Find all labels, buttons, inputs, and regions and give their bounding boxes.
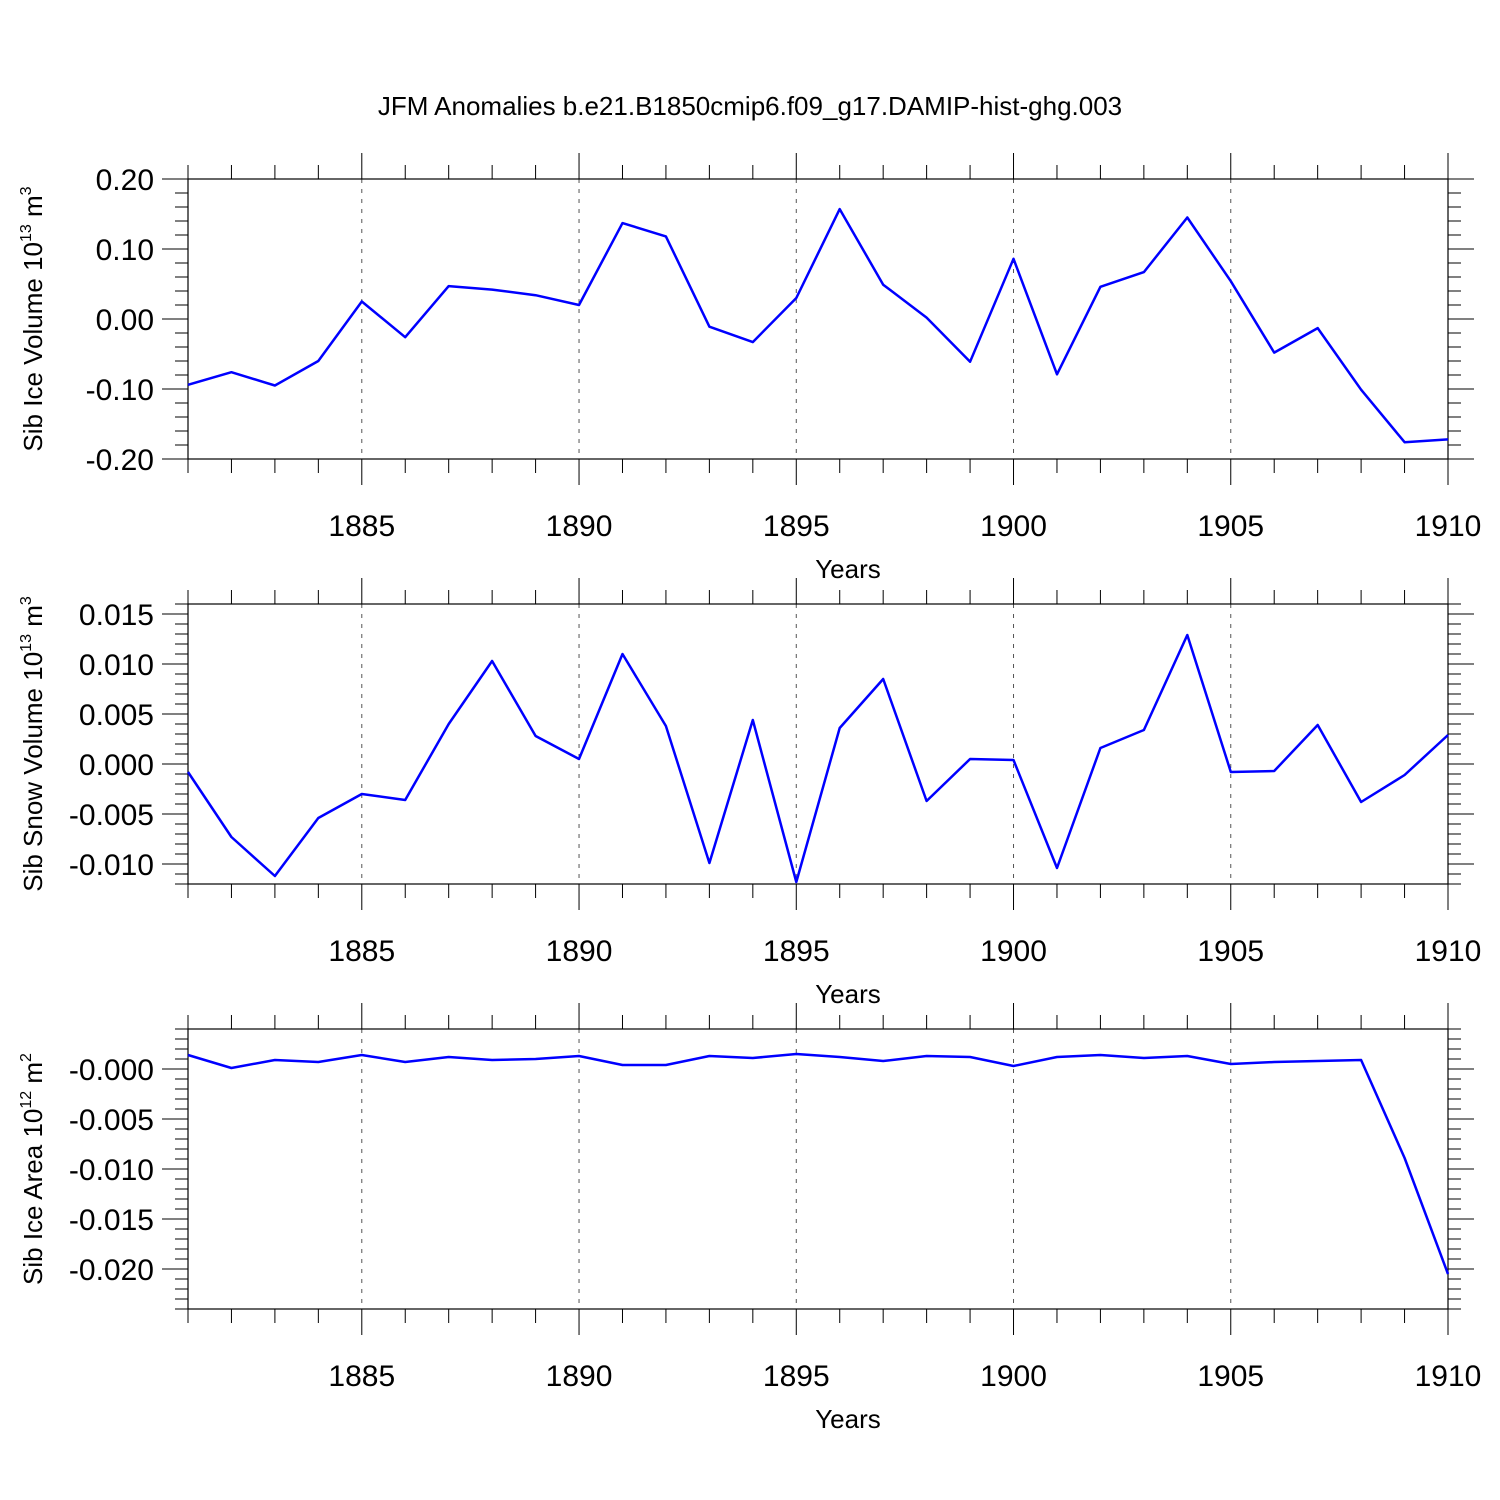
panel-snow-volume: 0.015 0.010 0.005 0.000 -0.005 -0.010 1885 1890… (18, 578, 1481, 1009)
y-axis-title: Sib Ice Volume 1013 m3 (18, 186, 48, 451)
y-tick-label: 0.00 (96, 304, 154, 337)
y-axis-title: Sib Ice Area 1012 m2 (18, 1053, 48, 1285)
x-tick-label: 1885 (328, 935, 395, 968)
y-tick-label: -0.20 (86, 444, 154, 477)
chart-panels: 0.20 0.10 0.00 -0.10 -0.20 1885 1890 1895 1900 19… (18, 153, 1481, 1434)
series-line-ice-volume (187, 207, 1449, 444)
y-axis-title-exponent: 12 (18, 1091, 35, 1109)
panel-ice-area: -0.000 -0.005 -0.010 -0.015 -0.020 1885 1890 18… (18, 1003, 1481, 1434)
x-tick-label: 1905 (1197, 510, 1264, 543)
y-axis-title-unit: m (18, 1062, 48, 1091)
y-tick-label: -0.010 (69, 1154, 154, 1187)
y-tick-label: -0.10 (86, 374, 154, 407)
x-tick-label: 1895 (763, 510, 830, 543)
plot-frame (187, 603, 1449, 885)
x-tick-label: 1890 (546, 510, 613, 543)
y-tick-label: 0.000 (79, 749, 154, 782)
x-tick-label: 1900 (980, 935, 1047, 968)
y-axis-title-main: Sib Ice Volume 10 (18, 242, 48, 452)
y-tick-label: -0.010 (69, 849, 154, 882)
series-line-ice-area (187, 1052, 1450, 1275)
x-tick-label: 1885 (328, 1360, 395, 1393)
x-tick-label: 1905 (1197, 1360, 1264, 1393)
y-tick-label: 0.20 (96, 164, 154, 197)
y-tick-label: 0.005 (79, 699, 154, 732)
x-tick-label: 1890 (546, 935, 613, 968)
x-axis-title: Years (815, 1404, 881, 1434)
y-tick-label: -0.005 (69, 1104, 154, 1137)
panel-ice-volume: 0.20 0.10 0.00 -0.10 -0.20 1885 1890 1895 1900 19… (18, 153, 1481, 584)
x-tick-label: 1895 (763, 1360, 830, 1393)
x-tick-label: 1910 (1415, 935, 1482, 968)
y-axis-title-unit-exponent: 3 (18, 596, 35, 605)
y-tick-label: 0.010 (79, 649, 154, 682)
y-tick-label: -0.005 (69, 799, 154, 832)
x-tick-label: 1895 (763, 935, 830, 968)
y-tick-label: 0.015 (79, 599, 154, 632)
plot-frame (187, 178, 1449, 460)
y-axis-title-unit: m (18, 605, 48, 634)
y-axis-title-unit: m (18, 195, 48, 224)
x-tick-label: 1890 (546, 1360, 613, 1393)
y-tick-label: -0.020 (69, 1254, 154, 1287)
plot-frame (187, 1028, 1449, 1310)
y-tick-label: -0.015 (69, 1204, 154, 1237)
series-line-snow-volume (186, 633, 1449, 884)
y-axis-title-exponent: 13 (18, 634, 35, 652)
y-axis-title-unit-exponent: 2 (18, 1053, 35, 1062)
y-axis-title-unit-exponent: 3 (18, 186, 35, 195)
x-tick-label: 1885 (328, 510, 395, 543)
y-tick-label: 0.10 (96, 234, 154, 267)
y-axis-title-main: Sib Snow Volume 10 (18, 652, 48, 892)
x-tick-label: 1900 (980, 1360, 1047, 1393)
y-axis-title-exponent: 13 (18, 224, 35, 242)
x-tick-label: 1900 (980, 510, 1047, 543)
x-axis-title: Years (815, 554, 881, 584)
y-tick-label: -0.000 (69, 1054, 154, 1087)
x-tick-label: 1905 (1197, 935, 1264, 968)
x-tick-label: 1910 (1415, 510, 1482, 543)
x-tick-label: 1910 (1415, 1360, 1482, 1393)
y-axis-title-main: Sib Ice Area 10 (18, 1109, 48, 1285)
chart-title: JFM Anomalies b.e21.B1850cmip6.f09_g17.D… (378, 91, 1122, 121)
x-axis-title: Years (815, 979, 881, 1009)
y-axis-title: Sib Snow Volume 1013 m3 (18, 596, 48, 892)
